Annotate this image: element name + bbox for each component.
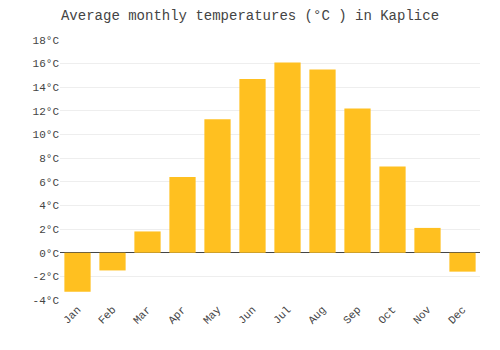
svg-text:18°C: 18°C — [33, 35, 60, 47]
svg-text:Oct: Oct — [376, 304, 398, 326]
svg-text:Feb: Feb — [96, 304, 118, 326]
svg-text:10°C: 10°C — [33, 129, 60, 141]
svg-text:8°C: 8°C — [39, 153, 59, 165]
svg-text:14°C: 14°C — [33, 82, 60, 94]
svg-text:2°C: 2°C — [39, 224, 59, 236]
svg-text:-4°C: -4°C — [33, 295, 60, 307]
svg-text:Mar: Mar — [131, 304, 153, 326]
svg-text:4°C: 4°C — [39, 200, 59, 212]
svg-text:Dec: Dec — [446, 304, 468, 326]
svg-text:6°C: 6°C — [39, 177, 59, 189]
svg-text:Jan: Jan — [61, 304, 83, 326]
svg-text:Sep: Sep — [341, 304, 363, 326]
svg-text:Jun: Jun — [236, 304, 258, 326]
svg-text:Average monthly temperatures (: Average monthly temperatures (°C ) in Ka… — [61, 8, 439, 24]
svg-text:-2°C: -2°C — [33, 271, 60, 283]
svg-text:12°C: 12°C — [33, 106, 60, 118]
svg-text:Aug: Aug — [306, 304, 328, 326]
svg-text:0°C: 0°C — [39, 248, 59, 260]
svg-text:Jul: Jul — [271, 304, 293, 326]
svg-text:May: May — [201, 304, 224, 327]
svg-text:Apr: Apr — [166, 304, 188, 326]
svg-text:16°C: 16°C — [33, 58, 60, 70]
svg-text:Nov: Nov — [411, 304, 434, 327]
